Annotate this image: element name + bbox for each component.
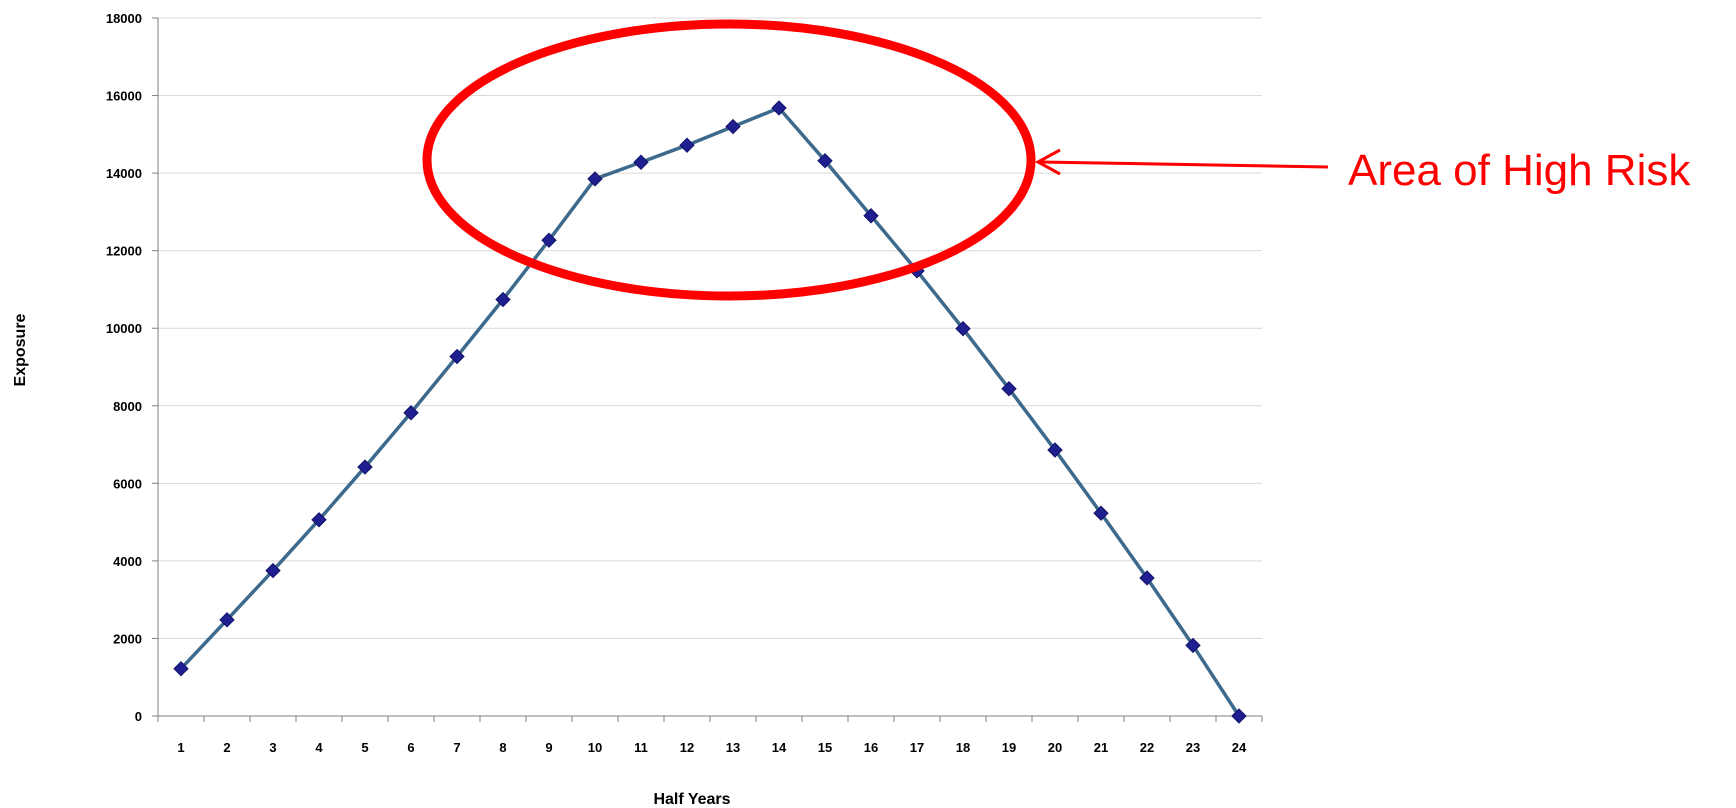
annotation-arrow-head <box>1034 148 1061 176</box>
x-tick-label-15: 15 <box>818 740 832 755</box>
data-point-18 <box>955 320 971 337</box>
series-line-exposure <box>179 106 1241 717</box>
gridlines <box>158 17 1262 639</box>
x-tick-label-6: 6 <box>407 740 414 755</box>
x-tick-label-2: 2 <box>223 740 230 755</box>
x-tick-label-17: 17 <box>910 740 924 755</box>
x-tick-label-18: 18 <box>956 740 970 755</box>
x-tick-label-20: 20 <box>1048 740 1062 755</box>
y-tick-label-18000: 18000 <box>106 11 142 26</box>
x-tick-label-13: 13 <box>726 740 740 755</box>
data-point-1 <box>173 660 189 677</box>
x-tick-label-10: 10 <box>588 740 602 755</box>
annotation-label: Area of High Risk <box>1348 146 1691 195</box>
x-tick-label-7: 7 <box>453 740 460 755</box>
data-point-2 <box>219 612 235 628</box>
data-point-13 <box>725 118 741 135</box>
data-point-12 <box>679 137 695 153</box>
data-point-21 <box>1093 505 1109 521</box>
y-tick-label-8000: 8000 <box>113 399 142 414</box>
x-tick-labels: 1 2 3 4 5 6 7 8 9 10 11 12 13 14 15 16 17 18 19 20 21 22 23 24 <box>177 740 1247 755</box>
data-point-23 <box>1185 637 1201 654</box>
y-tick-label-12000: 12000 <box>106 244 142 259</box>
axes <box>152 17 1263 722</box>
data-point-7 <box>449 348 465 365</box>
y-tick-label-6000: 6000 <box>113 476 142 491</box>
x-tick-label-23: 23 <box>1186 740 1200 755</box>
x-tick-label-12: 12 <box>680 740 694 755</box>
y-tick-label-0: 0 <box>135 709 142 724</box>
x-tick-label-22: 22 <box>1140 740 1154 755</box>
data-point-11 <box>633 154 649 170</box>
y-axis-title: Exposure <box>12 313 29 386</box>
series-line <box>179 106 1241 717</box>
x-tick-label-16: 16 <box>864 740 878 755</box>
data-point-5 <box>357 459 373 475</box>
x-tick-label-14: 14 <box>772 740 787 755</box>
data-point-20 <box>1047 442 1063 458</box>
x-axis-title: Half Years <box>653 791 730 808</box>
data-point-22 <box>1139 570 1155 586</box>
x-tick-label-1: 1 <box>177 740 184 755</box>
y-tick-label-4000: 4000 <box>113 554 142 569</box>
x-tick-label-5: 5 <box>361 740 368 755</box>
x-tick-label-21: 21 <box>1094 740 1108 755</box>
high-risk-annotation: Area of High Risk <box>422 19 1691 301</box>
data-point-9 <box>541 232 557 248</box>
y-tick-label-14000: 14000 <box>106 166 142 181</box>
data-point-16 <box>863 208 879 224</box>
y-tick-label-16000: 16000 <box>106 89 142 104</box>
x-tick-label-11: 11 <box>634 740 648 755</box>
high-risk-ellipse <box>422 19 1036 301</box>
series-markers <box>173 100 1247 724</box>
x-tick-label-9: 9 <box>545 740 552 755</box>
data-point-10 <box>587 171 603 187</box>
x-tick-label-4: 4 <box>315 740 323 755</box>
y-tick-labels: 0 2000 4000 6000 8000 10000 12000 14000 16000 180… <box>106 11 142 724</box>
x-tick-label-24: 24 <box>1232 740 1247 755</box>
x-tick-label-19: 19 <box>1002 740 1016 755</box>
data-point-4 <box>311 512 327 528</box>
y-tick-label-2000: 2000 <box>113 631 142 646</box>
data-point-24 <box>1231 708 1247 724</box>
data-point-3 <box>265 562 281 579</box>
data-point-6 <box>403 405 419 421</box>
x-tick-label-3: 3 <box>269 740 276 755</box>
annotation-arrow-line <box>1039 160 1329 169</box>
data-point-15 <box>817 152 833 169</box>
data-point-8 <box>495 291 511 308</box>
y-tick-label-10000: 10000 <box>106 321 142 336</box>
data-point-19 <box>1001 381 1017 397</box>
x-tick-label-8: 8 <box>499 740 506 755</box>
data-point-14 <box>771 100 787 116</box>
